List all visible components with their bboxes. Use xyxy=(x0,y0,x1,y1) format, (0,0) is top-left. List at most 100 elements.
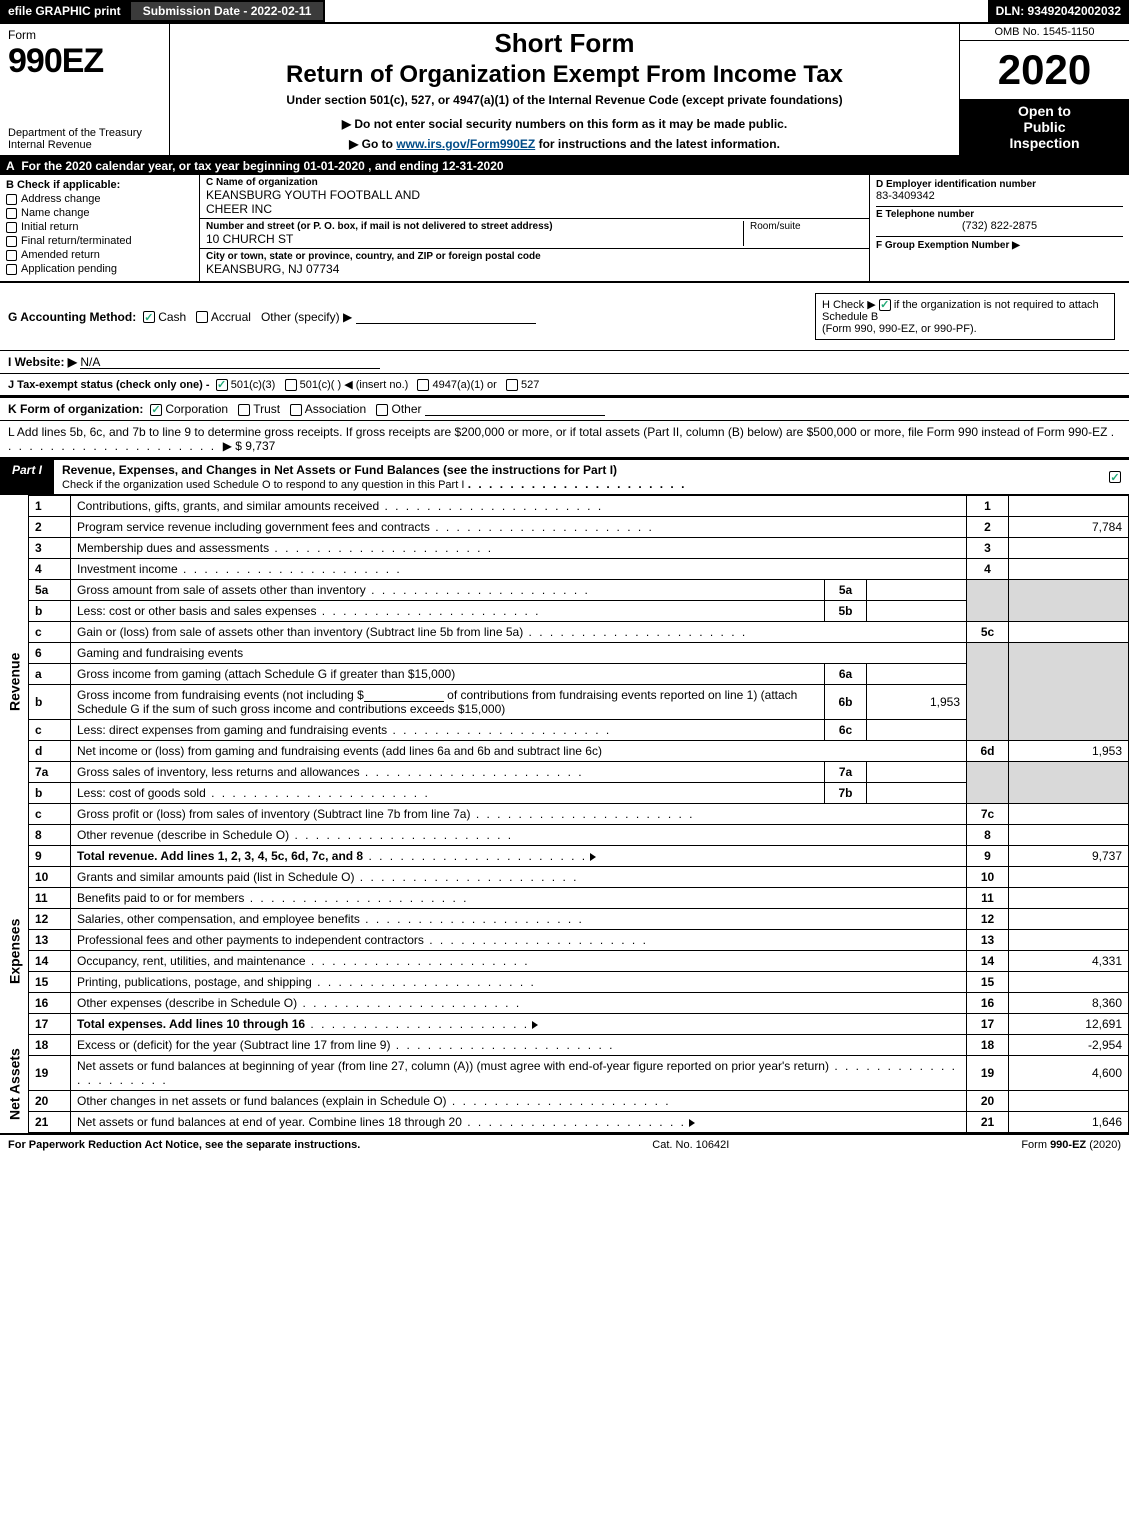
city-block: City or town, state or province, country… xyxy=(200,249,869,278)
line-desc: Net assets or fund balances at beginning… xyxy=(71,1056,967,1091)
table-row: Revenue 1 Contributions, gifts, grants, … xyxy=(0,496,1129,517)
top-spacer xyxy=(325,0,987,22)
arrow-icon xyxy=(689,1119,695,1127)
k-pre: K Form of organization: xyxy=(8,402,143,416)
blank-input[interactable] xyxy=(364,688,444,702)
form-number: 990EZ xyxy=(8,42,161,81)
goto-post: for instructions and the latest informat… xyxy=(539,137,780,151)
checkbox-4947-icon[interactable] xyxy=(417,379,429,391)
i-label: I Website: ▶ xyxy=(8,355,77,369)
chk-amended-return[interactable]: Amended return xyxy=(6,249,193,261)
line-key: 5c xyxy=(967,622,1009,643)
line-desc: Gross income from fundraising events (no… xyxy=(71,685,825,720)
checkbox-501c3-icon[interactable] xyxy=(216,379,228,391)
section-b: B Check if applicable: Address change Na… xyxy=(0,175,200,281)
table-row: 14 Occupancy, rent, utilities, and maint… xyxy=(0,951,1129,972)
checkbox-527-icon[interactable] xyxy=(506,379,518,391)
line-key: 17 xyxy=(967,1014,1009,1035)
line-desc: Excess or (deficit) for the year (Subtra… xyxy=(71,1035,967,1056)
chk-label: Initial return xyxy=(21,221,78,233)
c-label: C Name of organization xyxy=(206,177,863,188)
chk-address-change[interactable]: Address change xyxy=(6,193,193,205)
line-val xyxy=(1009,909,1129,930)
sub-label: 6c xyxy=(825,720,867,741)
k-other-input[interactable] xyxy=(425,402,605,416)
line-key: 8 xyxy=(967,825,1009,846)
line-val xyxy=(1009,825,1129,846)
checkbox-accrual-icon[interactable] xyxy=(196,311,208,323)
efile-label: efile GRAPHIC print xyxy=(0,0,129,22)
open-to-public: Open to Public Inspection xyxy=(960,99,1129,155)
line-desc: Membership dues and assessments xyxy=(71,538,967,559)
chk-application-pending[interactable]: Application pending xyxy=(6,263,193,275)
chk-label: Final return/terminated xyxy=(21,235,132,247)
sub-val xyxy=(867,720,967,741)
omb-number: OMB No. 1545-1150 xyxy=(960,24,1129,41)
line-num: 3 xyxy=(29,538,71,559)
calendar-year-row: A For the 2020 calendar year, or tax yea… xyxy=(0,157,1129,175)
part1-title-block: Revenue, Expenses, and Changes in Net As… xyxy=(54,460,1101,494)
chk-label: Application pending xyxy=(21,263,117,275)
sub-val: 1,953 xyxy=(867,685,967,720)
goto-line: ▶ Go to www.irs.gov/Form990EZ for instru… xyxy=(180,137,949,151)
checkbox-corp-icon[interactable] xyxy=(150,404,162,416)
line-desc: Gaming and fundraising events xyxy=(71,643,967,664)
line-num: 14 xyxy=(29,951,71,972)
footer-mid: Cat. No. 10642I xyxy=(652,1139,729,1151)
table-row: 3 Membership dues and assessments 3 xyxy=(0,538,1129,559)
ssn-warning: ▶ Do not enter social security numbers o… xyxy=(180,117,949,131)
chk-label: Name change xyxy=(21,207,90,219)
page-footer: For Paperwork Reduction Act Notice, see … xyxy=(0,1133,1129,1155)
ein: 83-3409342 xyxy=(876,190,1123,202)
sub-label: 7a xyxy=(825,762,867,783)
line-key: 20 xyxy=(967,1091,1009,1112)
line-desc: Less: cost of goods sold xyxy=(71,783,825,804)
row-i: I Website: ▶ N/A xyxy=(0,351,1129,374)
checkbox-assoc-icon[interactable] xyxy=(290,404,302,416)
line-num: d xyxy=(29,741,71,762)
irs-link[interactable]: www.irs.gov/Form990EZ xyxy=(396,137,535,151)
table-row: 11 Benefits paid to or for members 11 xyxy=(0,888,1129,909)
chk-final-return[interactable]: Final return/terminated xyxy=(6,235,193,247)
grey-cell xyxy=(967,580,1009,622)
checkbox-other-icon[interactable] xyxy=(376,404,388,416)
line-desc: Contributions, gifts, grants, and simila… xyxy=(71,496,967,517)
line-num: 2 xyxy=(29,517,71,538)
line-num: 9 xyxy=(29,846,71,867)
line-desc: Professional fees and other payments to … xyxy=(71,930,967,951)
line-desc: Gross sales of inventory, less returns a… xyxy=(71,762,825,783)
line-val: 7,784 xyxy=(1009,517,1129,538)
top-bar: efile GRAPHIC print Submission Date - 20… xyxy=(0,0,1129,24)
sub-label: 7b xyxy=(825,783,867,804)
line-num: 20 xyxy=(29,1091,71,1112)
part1-header: Part I Revenue, Expenses, and Changes in… xyxy=(0,458,1129,495)
j-b: 501(c)( ) ◀ (insert no.) xyxy=(300,379,409,391)
line-val xyxy=(1009,867,1129,888)
g-other-input[interactable] xyxy=(356,310,536,324)
k-d: Other xyxy=(392,402,422,416)
checkbox-cash-icon[interactable] xyxy=(143,311,155,323)
chk-name-change[interactable]: Name change xyxy=(6,207,193,219)
calendar-year-text: For the 2020 calendar year, or tax year … xyxy=(21,159,503,173)
line-key: 14 xyxy=(967,951,1009,972)
row-g: G Accounting Method: Cash Accrual Other … xyxy=(8,310,536,324)
checkbox-icon xyxy=(6,236,17,247)
dept-line2: Internal Revenue xyxy=(8,139,161,151)
line-desc: Other expenses (describe in Schedule O) xyxy=(71,993,967,1014)
checkbox-501c-icon[interactable] xyxy=(285,379,297,391)
checkbox-h-icon[interactable] xyxy=(879,299,891,311)
line-desc: Other revenue (describe in Schedule O) xyxy=(71,825,967,846)
line-key: 3 xyxy=(967,538,1009,559)
chk-initial-return[interactable]: Initial return xyxy=(6,221,193,233)
subtitle: Under section 501(c), 527, or 4947(a)(1)… xyxy=(180,93,949,107)
checkbox-trust-icon[interactable] xyxy=(238,404,250,416)
phone: (732) 822-2875 xyxy=(876,220,1123,232)
footer-left: For Paperwork Reduction Act Notice, see … xyxy=(8,1139,360,1151)
j-d: 527 xyxy=(521,379,539,391)
table-row: Expenses 10 Grants and similar amounts p… xyxy=(0,867,1129,888)
l-amount: ▶ $ 9,737 xyxy=(223,439,276,453)
line-key: 16 xyxy=(967,993,1009,1014)
part1-checkbox[interactable] xyxy=(1101,460,1129,494)
line-key: 19 xyxy=(967,1056,1009,1091)
sub-val xyxy=(867,783,967,804)
